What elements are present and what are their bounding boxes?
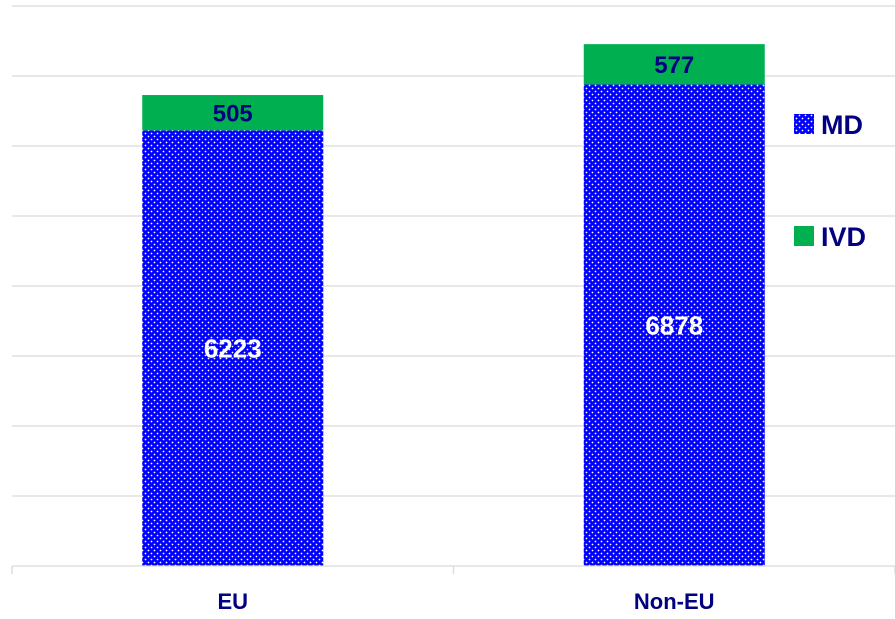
data-label-ivd-non-eu: 577 bbox=[654, 52, 694, 79]
category-label-eu: EU bbox=[217, 589, 248, 614]
data-label-md-eu: 6223 bbox=[204, 334, 262, 364]
legend-swatch-ivd bbox=[794, 226, 814, 246]
legend: MD IVD bbox=[794, 110, 866, 252]
category-label-non-eu: Non-EU bbox=[634, 589, 715, 614]
bars bbox=[142, 44, 765, 566]
data-label-md-non-eu: 6878 bbox=[645, 311, 703, 341]
legend-label-ivd: IVD bbox=[821, 222, 866, 252]
bar-data-labels: 6223 505 6878 577 bbox=[204, 52, 703, 364]
legend-label-md: MD bbox=[821, 110, 863, 140]
bar-ivd-eu bbox=[142, 95, 324, 131]
x-axis: EU Non-EU bbox=[11, 565, 895, 614]
data-label-ivd-eu: 505 bbox=[213, 100, 253, 127]
bar-md-eu bbox=[142, 130, 324, 566]
legend-swatch-md bbox=[794, 114, 814, 134]
bar-ivd-non-eu bbox=[583, 44, 765, 85]
bar-md-non-eu bbox=[583, 84, 765, 566]
